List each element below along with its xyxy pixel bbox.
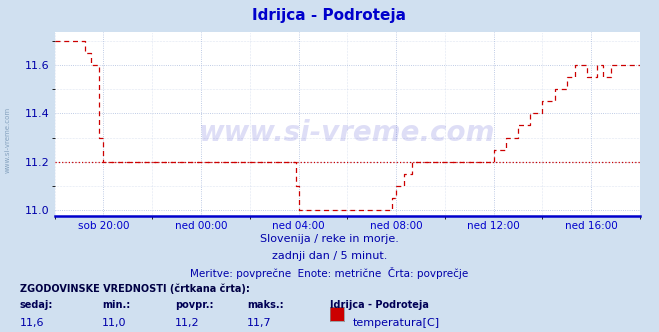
Text: Slovenija / reke in morje.: Slovenija / reke in morje. <box>260 234 399 244</box>
Text: 11,2: 11,2 <box>175 318 199 328</box>
Text: 11,7: 11,7 <box>247 318 272 328</box>
Text: povpr.:: povpr.: <box>175 300 213 310</box>
Text: ZGODOVINSKE VREDNOSTI (črtkana črta):: ZGODOVINSKE VREDNOSTI (črtkana črta): <box>20 284 250 294</box>
Text: temperatura[C]: temperatura[C] <box>353 318 440 328</box>
Text: 11,6: 11,6 <box>20 318 44 328</box>
Text: sedaj:: sedaj: <box>20 300 53 310</box>
Text: Meritve: povprečne  Enote: metrične  Črta: povprečje: Meritve: povprečne Enote: metrične Črta:… <box>190 267 469 279</box>
Text: min.:: min.: <box>102 300 130 310</box>
Text: maks.:: maks.: <box>247 300 284 310</box>
Text: zadnji dan / 5 minut.: zadnji dan / 5 minut. <box>272 251 387 261</box>
Text: www.si-vreme.com: www.si-vreme.com <box>5 106 11 173</box>
Text: 11,0: 11,0 <box>102 318 127 328</box>
Text: Idrijca - Podroteja: Idrijca - Podroteja <box>330 300 428 310</box>
Text: Idrijca - Podroteja: Idrijca - Podroteja <box>252 8 407 23</box>
Text: www.si-vreme.com: www.si-vreme.com <box>199 119 496 147</box>
